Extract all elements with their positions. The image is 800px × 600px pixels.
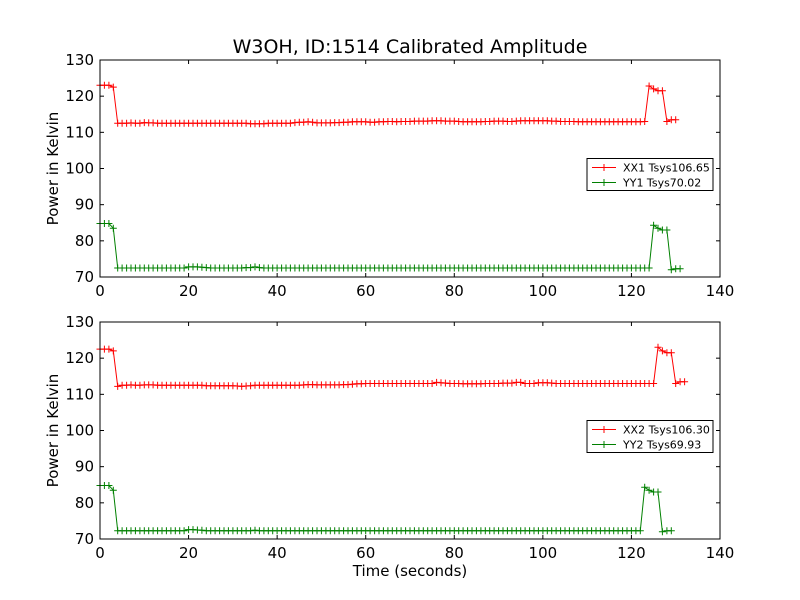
subplot-1-xtick-label-7: 140 [706, 544, 735, 562]
subplot-1-series-0 [96, 343, 689, 390]
subplot-0-xtick-label-3: 60 [356, 282, 375, 300]
subplot-1-ytick-label-1: 80 [75, 494, 94, 512]
subplot-0-ytick-label-5: 120 [65, 87, 94, 105]
subplot-1-ytick-label-3: 100 [65, 422, 94, 440]
subplot-1-xlabel: Time (seconds) [352, 562, 468, 580]
subplot-0-series-1 [96, 220, 684, 274]
subplot-1-xtick-label-4: 80 [445, 544, 464, 562]
subplot-1-series-1-point-122 [636, 527, 644, 535]
subplot-1-series-0-point-132 [681, 378, 689, 386]
subplot-0-xtick-label-5: 100 [529, 282, 558, 300]
subplot-1-series-0-point-129 [667, 349, 675, 357]
subplot-0-series-0 [96, 81, 680, 128]
subplot-1-series-0-point-4 [114, 382, 122, 390]
subplot-1-legend-box [586, 420, 714, 453]
subplot-1-series-1 [96, 482, 675, 536]
chart-title: W3OH, ID:1514 Calibrated Amplitude [233, 36, 588, 58]
subplot-1-legend-label-1: YY2 Tsys69.93 [622, 439, 701, 452]
subplot-1-xtick-label-1: 20 [179, 544, 198, 562]
subplot-1-ytick-label-0: 70 [75, 530, 94, 548]
subplot-0-ytick-label-1: 80 [75, 232, 94, 250]
subplot-1-series-0-point-93 [508, 379, 516, 387]
subplot-1-series-0-point-130 [672, 380, 680, 387]
subplot-1-series-1-point-123 [641, 483, 649, 491]
subplot-0-ytick-label-0: 70 [75, 268, 94, 286]
subplot-0-series-0-point-130 [672, 116, 680, 124]
subplot-0-xtick-label-7: 140 [706, 282, 735, 300]
subplot-0-series-0-point-48 [309, 118, 317, 126]
subplot-0-series-1-point-129 [667, 266, 675, 274]
subplot-1-xtick-label-2: 40 [268, 544, 287, 562]
subplot-1-series-0-point-2 [105, 345, 113, 353]
subplot-bottom: 0 20 40 60 80 100 120 140 70 80 90 100 110 120 130 Powe… [44, 313, 734, 580]
subplot-0-series-0-point-3 [109, 83, 117, 91]
subplot-1-xtick-label-6: 120 [617, 544, 646, 562]
subplot-1-series-0-point-125 [650, 380, 658, 387]
subplot-0-series-0-point-124 [645, 82, 653, 90]
subplot-0-series-1-point-126 [654, 224, 662, 232]
subplot-0-legend-marker-0 [600, 164, 608, 171]
subplot-1-xtick-label-5: 100 [529, 544, 558, 562]
subplot-0-xtick-label-1: 20 [179, 282, 198, 300]
subplot-0-series-1-point-35 [251, 263, 259, 271]
subplot-1-legend: XX2 Tsys106.30 YY2 Tsys69.93 [586, 420, 714, 453]
subplot-0-series-1-point-124 [645, 264, 653, 272]
subplot-1-ytick-label-2: 90 [75, 458, 94, 476]
subplot-0-series-1-point-2 [105, 220, 113, 227]
subplot-1-xtick-label-3: 60 [356, 544, 375, 562]
subplot-1-ytick-label-5: 120 [65, 349, 94, 367]
subplot-0-series-0-point-9 [136, 119, 144, 127]
subplot-0-legend-label-1: YY1 Tsys70.02 [622, 177, 701, 190]
subplot-0-ytick-label-2: 90 [75, 196, 94, 214]
subplot-0-xtick-label-0: 0 [95, 282, 105, 300]
subplot-0-ytick-label-6: 130 [65, 51, 94, 69]
subplot-0-ylabel: Power in Kelvin [44, 112, 62, 226]
subplot-0-series-0-point-123 [641, 118, 649, 125]
subplot-0-xtick-label-6: 120 [617, 282, 646, 300]
subplot-1-ylabel: Power in Kelvin [44, 374, 62, 488]
subplot-1-legend-label-0: XX2 Tsys106.30 [623, 424, 710, 437]
subplot-1-series-1-point-124 [645, 486, 653, 494]
subplot-0-series-0-point-127 [658, 87, 666, 95]
subplot-1-series-1-point-126 [654, 488, 662, 496]
subplot-1-legend-marker-1 [600, 441, 608, 448]
subplot-1-series-0-point-75 [428, 380, 436, 387]
subplot-0-series-1-point-19 [180, 264, 188, 272]
subplot-0-series-1-point-131 [676, 265, 684, 273]
subplot-0-series-0-point-2 [105, 81, 113, 89]
subplot-1-series-0-point-3 [109, 347, 117, 355]
subplot-1-series-0-point-126 [654, 343, 662, 351]
subplot-0-legend-marker-1 [600, 179, 608, 186]
subplot-0-legend: XX1 Tsys106.65 YY1 Tsys70.02 [586, 158, 714, 191]
subplot-0-series-0-point-43 [286, 119, 294, 127]
subplot-1-series-1-point-2 [105, 482, 113, 489]
subplot-0-legend-label-0: XX1 Tsys106.65 [623, 162, 710, 175]
subplot-0-ytick-label-3: 100 [65, 160, 94, 178]
subplot-0-series-1-point-3 [109, 224, 117, 232]
subplot-1-series-1-point-3 [109, 486, 117, 494]
subplot-1-ytick-label-6: 130 [65, 313, 94, 331]
subplot-0-ytick-label-4: 110 [65, 123, 94, 141]
subplot-1-ytick-label-4: 110 [65, 385, 94, 403]
subplot-top: 0 20 40 60 80 100 120 140 70 80 90 100 110 120 130 Powe… [44, 51, 734, 300]
subplot-0-series-0-point-128 [663, 118, 671, 125]
subplot-1-series-0-point-127 [658, 347, 666, 355]
subplot-0-xtick-label-4: 80 [445, 282, 464, 300]
subplot-1-series-0-point-95 [517, 378, 525, 386]
subplot-1-series-1-point-127 [658, 528, 666, 536]
subplot-1-legend-marker-0 [600, 426, 608, 433]
subplot-0-series-1-point-34 [247, 264, 255, 272]
subplot-0-series-0-point-125 [650, 85, 658, 93]
subplot-0-series-1-point-125 [650, 221, 658, 229]
subplot-1-series-1-point-19 [180, 527, 188, 535]
subplot-0-series-1-point-128 [663, 226, 671, 234]
subplot-1-xtick-label-0: 0 [95, 544, 105, 562]
subplot-1-series-0-point-98 [530, 380, 538, 387]
subplot-1-series-1-point-129 [667, 527, 675, 535]
subplot-0-legend-box [586, 158, 714, 191]
subplot-0-xtick-label-2: 40 [268, 282, 287, 300]
